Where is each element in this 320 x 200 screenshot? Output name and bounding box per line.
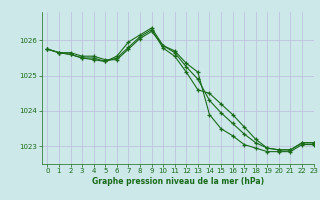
X-axis label: Graphe pression niveau de la mer (hPa): Graphe pression niveau de la mer (hPa) [92, 177, 264, 186]
